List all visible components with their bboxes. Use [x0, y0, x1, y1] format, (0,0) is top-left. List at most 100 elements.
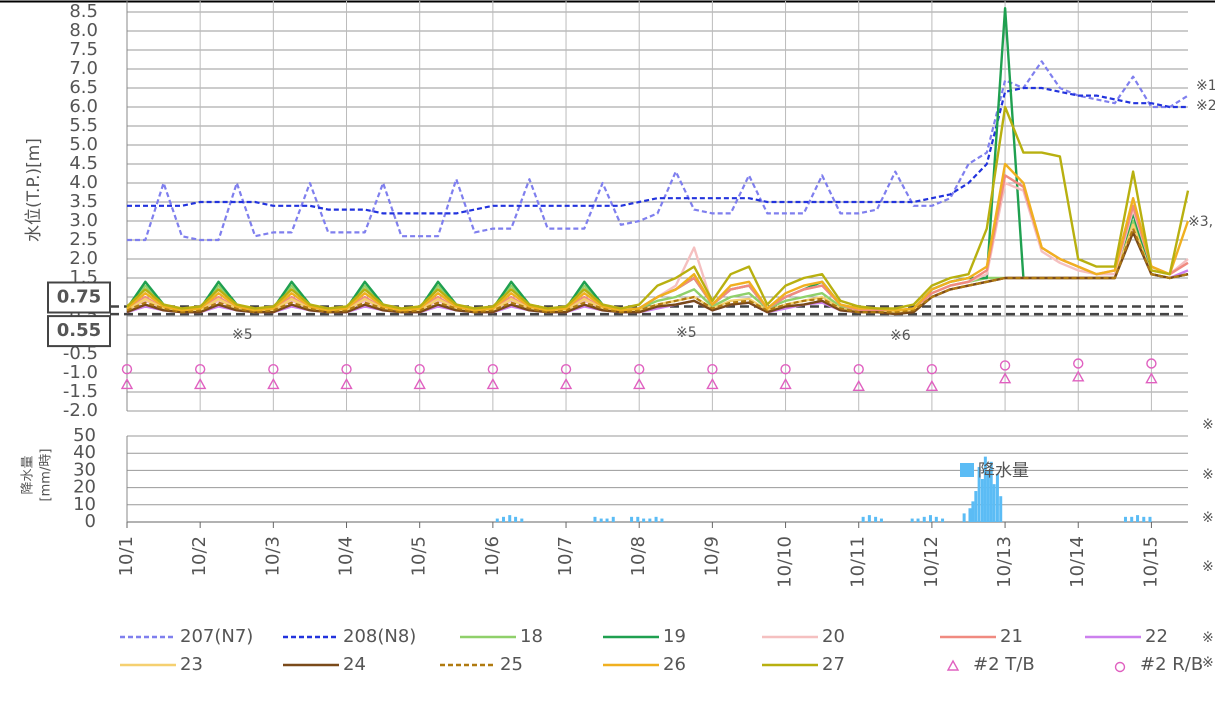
rain-bar: [992, 484, 996, 522]
rain-bar: [962, 513, 966, 522]
y-tick-label: 7.5: [69, 39, 98, 60]
x-tick-label: 10/11: [848, 536, 869, 588]
rain-bar: [995, 473, 999, 522]
x-tick-label: 10/3: [262, 536, 283, 576]
y-axis-label: 水位(T.P.)[m]: [24, 138, 44, 242]
y-tick-label: 7.0: [69, 58, 98, 79]
legend-label: 降水量: [978, 461, 1029, 481]
annotation: ※2: [1196, 98, 1215, 114]
marker-triangle: [486, 377, 500, 390]
rain-bar: [999, 496, 1003, 522]
x-tick-label: 10/6: [482, 536, 503, 576]
rain-bar: [648, 518, 652, 522]
marker-triangle: [706, 377, 719, 390]
annotation: ※: [1202, 655, 1214, 671]
marker-triangle: [1072, 370, 1085, 382]
rain-bar: [1123, 516, 1127, 522]
marker-circle: [121, 364, 133, 375]
rain-bar: [660, 518, 664, 522]
rain-bar: [495, 518, 499, 522]
x-tick-label: 10/1: [116, 536, 137, 576]
marker-circle: [560, 364, 572, 375]
y-tick-label: 8.0: [69, 20, 98, 41]
marker-triangle: [559, 377, 573, 390]
legend-label: 207(N7): [180, 626, 253, 647]
rain-bar: [605, 518, 609, 522]
legend-label: 19: [663, 626, 686, 647]
marker-circle: [926, 364, 938, 375]
legend-label: 22: [1145, 626, 1168, 647]
marker-circle: [194, 364, 206, 375]
rain-bar: [1148, 516, 1152, 522]
annotation: ※3,: [1188, 214, 1213, 230]
legend-label: #2 T/B: [973, 654, 1035, 675]
marker-triangle: [633, 377, 646, 390]
y-tick-label: 6.0: [69, 96, 98, 117]
series-line: [126, 105, 1190, 310]
y-tick-label: -2.0: [63, 400, 98, 421]
annotation: ※5: [232, 327, 253, 343]
x-tick-label: 10/10: [775, 536, 796, 588]
marker-triangle: [120, 377, 134, 390]
rain-bar: [922, 516, 926, 522]
legend-label: 27: [822, 654, 845, 675]
legend-label: 24: [343, 654, 366, 675]
rain-bar: [941, 518, 945, 522]
y-tick-label: 4.0: [69, 172, 98, 193]
legend-label: 20: [822, 626, 845, 647]
marker-triangle: [340, 377, 353, 390]
annotation: ※1: [1196, 78, 1215, 94]
rain-bar: [986, 470, 990, 522]
rain-bar: [989, 461, 993, 522]
rain-bar: [654, 516, 658, 522]
rain-bar: [630, 516, 634, 522]
x-tick-label: 10/2: [189, 536, 210, 576]
y-tick-label: 10: [73, 494, 96, 515]
reference-box: [47, 315, 111, 348]
series-line: [126, 227, 1189, 314]
rain-bar: [611, 516, 615, 522]
rain-bar: [520, 518, 524, 522]
y-tick-label: 4.5: [69, 153, 98, 174]
rain-bar: [514, 516, 518, 522]
y-tick-label: 5.5: [69, 115, 98, 136]
y-tick-label: 3.0: [69, 210, 98, 231]
marker-circle: [780, 364, 791, 375]
marker-triangle: [193, 377, 207, 390]
marker-circle: [707, 364, 718, 375]
marker-triangle: [779, 377, 792, 390]
y-tick-label: 2.0: [69, 248, 98, 269]
x-tick-label: 10/13: [994, 536, 1015, 588]
legend-label: 23: [180, 654, 203, 675]
rain-bar: [977, 466, 981, 522]
legend-label: 208(N8): [343, 626, 416, 647]
series-line: [126, 162, 1190, 312]
y-tick-label: -1.0: [63, 362, 98, 383]
marker-triangle: [925, 379, 939, 391]
rain-bar: [980, 479, 984, 522]
marker-circle: [1073, 358, 1084, 369]
x-tick-label: 10/5: [409, 536, 430, 576]
annotation: ※5: [676, 325, 697, 341]
rain-bar: [1136, 515, 1140, 522]
x-tick-label: 10/8: [628, 536, 649, 576]
annotation: ※: [1202, 630, 1214, 646]
rain-bar: [916, 518, 920, 522]
annotation: ※: [1202, 559, 1214, 575]
rain-bar: [879, 518, 883, 522]
y-tick-label: 8.5: [69, 1, 98, 22]
rain-bar: [636, 516, 640, 522]
marker-circle: [341, 364, 352, 375]
rain-bar: [928, 515, 932, 522]
marker-circle: [853, 364, 864, 375]
y-tick-label: -0.5: [63, 343, 98, 364]
legend-label: 21: [1000, 626, 1023, 647]
rain-bar: [861, 516, 865, 522]
y-tick-label: 30: [73, 459, 96, 480]
rain-bar: [874, 516, 878, 522]
marker-circle: [414, 364, 425, 375]
rain-bar: [1130, 516, 1134, 522]
marker-triangle: [413, 377, 426, 390]
